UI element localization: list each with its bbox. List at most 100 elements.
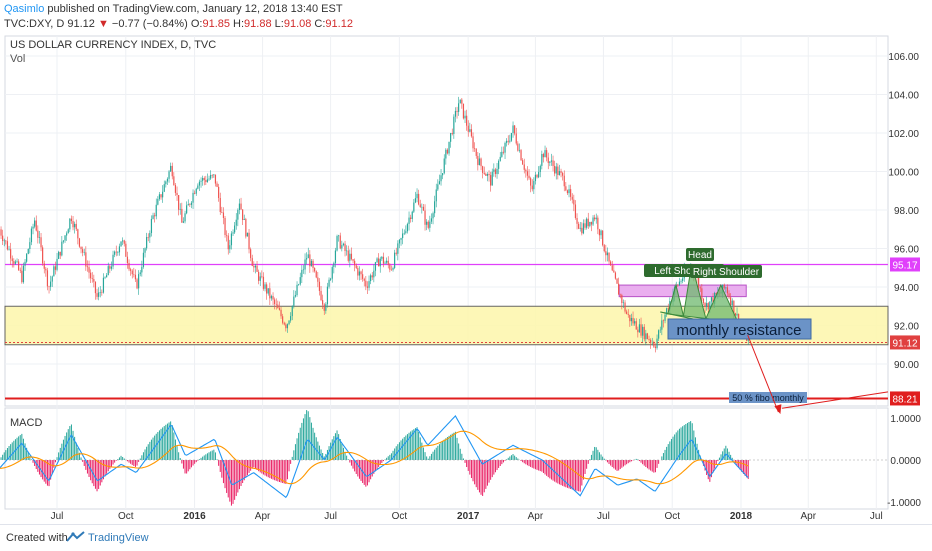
candle-body (440, 175, 441, 181)
candle-body (340, 235, 341, 248)
candle-body (308, 254, 309, 258)
candle-body (15, 262, 16, 264)
candle-body (631, 318, 632, 321)
candle-body (535, 175, 536, 181)
candle-body (642, 327, 643, 336)
publish-info: published on TradingView.com, January 12… (47, 3, 342, 15)
candle-body (500, 157, 501, 161)
candle-body (645, 333, 646, 339)
candle-body (404, 233, 405, 234)
y-tick-label: 96.00 (894, 245, 919, 256)
candle-body (572, 197, 573, 200)
candle-body (90, 273, 91, 279)
x-tick-label: 2016 (183, 511, 206, 522)
open-value: 91.85 (202, 18, 230, 30)
low-value: 91.08 (284, 18, 312, 30)
candle-body (394, 253, 395, 268)
ohlc-line: TVC:DXY, D 91.12 ▼ −0.77 (−0.84%) O:91.8… (4, 18, 353, 30)
candle-body (164, 184, 165, 192)
candle-body (136, 279, 137, 288)
footer-brand[interactable]: TradingView (88, 532, 149, 544)
candle-body (320, 291, 321, 300)
candle-body (636, 321, 637, 329)
candle-body (2, 236, 3, 241)
y-tick-label: 90.00 (894, 360, 919, 371)
candle-body (384, 263, 385, 264)
candle-body (218, 187, 219, 198)
candle-body (663, 320, 664, 321)
candle-body (628, 314, 629, 315)
candle-body (84, 252, 85, 253)
candle-body (567, 190, 568, 193)
candle-body (476, 149, 477, 156)
candle-body (85, 252, 86, 266)
candle-body (487, 174, 488, 176)
candle-body (215, 175, 216, 184)
candle-body (197, 186, 198, 189)
candle-body (13, 261, 14, 264)
candle-body (236, 220, 237, 226)
candle-body (639, 324, 640, 332)
candle-body (192, 193, 193, 203)
candle-body (381, 257, 382, 259)
candle-body (389, 265, 390, 270)
candle-body (520, 150, 521, 160)
candle-body (87, 266, 88, 267)
candle-body (5, 241, 6, 242)
candle-body (256, 266, 257, 272)
chart-subtitle: Vol (10, 53, 25, 65)
candle-body (269, 288, 270, 298)
macd-pane[interactable] (5, 408, 888, 509)
candle-body (285, 325, 286, 329)
candle-body (64, 235, 65, 240)
price-pane[interactable] (5, 36, 888, 406)
candle-body (477, 156, 478, 165)
candle-body (119, 246, 120, 252)
candle-body (436, 189, 437, 201)
candle-body (132, 271, 133, 274)
right-shoulder-label: Right Shoulder (693, 267, 760, 278)
candle-body (52, 276, 53, 281)
candle-body (559, 171, 560, 175)
candle-body (354, 261, 355, 266)
candle-body (314, 268, 315, 271)
y-tick-label: 106.00 (888, 52, 919, 63)
candle-body (10, 249, 11, 258)
candle-body (495, 169, 496, 174)
candle-body (144, 248, 145, 253)
candle-body (508, 141, 509, 142)
candle-body (80, 247, 81, 250)
candle-body (623, 302, 624, 303)
candle-body (386, 261, 387, 263)
candle-body (618, 284, 619, 295)
candle-body (170, 166, 171, 171)
candle-body (58, 252, 59, 259)
candle-body (708, 303, 709, 309)
candle-body (125, 244, 126, 257)
candle-body (728, 293, 729, 297)
candle-body (290, 316, 291, 320)
candle-body (72, 221, 73, 227)
candle-body (32, 227, 33, 229)
candle-body (703, 299, 704, 303)
candle-body (221, 212, 222, 213)
candle-body (141, 267, 142, 273)
candle-body (76, 224, 77, 229)
candle-body (367, 286, 368, 287)
candle-body (458, 103, 459, 112)
candle-body (332, 267, 333, 279)
candle-body (124, 240, 125, 243)
candle-body (176, 193, 177, 195)
candle-body (704, 303, 705, 307)
candle-body (0, 229, 1, 235)
author-link[interactable]: Qasimlo (4, 3, 44, 15)
candle-body (472, 136, 473, 148)
candle-body (167, 179, 168, 182)
candle-body (100, 292, 101, 293)
x-tick-label: 2017 (457, 511, 480, 522)
down-arrow-icon: ▼ (98, 18, 109, 30)
candle-body (352, 259, 353, 261)
candle-body (12, 258, 13, 261)
candle-body (428, 222, 429, 228)
